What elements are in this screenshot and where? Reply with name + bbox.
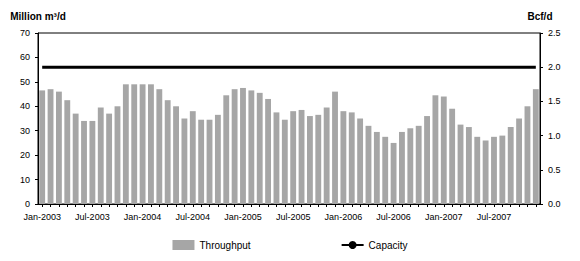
svg-text:1.0: 1.0 xyxy=(548,131,561,141)
svg-text:Jul-2003: Jul-2003 xyxy=(75,212,110,222)
svg-text:Jul-2004: Jul-2004 xyxy=(176,212,211,222)
svg-text:Capacity: Capacity xyxy=(369,240,408,251)
svg-text:30: 30 xyxy=(20,126,30,136)
svg-text:0.5: 0.5 xyxy=(548,165,561,175)
svg-text:Jul-2007: Jul-2007 xyxy=(477,212,512,222)
svg-text:2.5: 2.5 xyxy=(548,28,561,38)
svg-text:40: 40 xyxy=(20,101,30,111)
svg-text:20: 20 xyxy=(20,150,30,160)
svg-text:Jan-2006: Jan-2006 xyxy=(325,212,363,222)
svg-text:Bcf/d: Bcf/d xyxy=(528,11,553,22)
svg-text:0: 0 xyxy=(25,199,30,209)
svg-text:Jan-2007: Jan-2007 xyxy=(425,212,463,222)
svg-text:70: 70 xyxy=(20,28,30,38)
svg-text:2.0: 2.0 xyxy=(548,62,561,72)
svg-text:Jul-2005: Jul-2005 xyxy=(276,212,311,222)
svg-text:Throughput: Throughput xyxy=(199,240,250,251)
svg-text:1.5: 1.5 xyxy=(548,96,561,106)
svg-text:Jan-2004: Jan-2004 xyxy=(124,212,162,222)
svg-text:Jan-2003: Jan-2003 xyxy=(23,212,61,222)
svg-text:Jan-2005: Jan-2005 xyxy=(224,212,262,222)
svg-text:10: 10 xyxy=(20,175,30,185)
svg-text:Jul-2006: Jul-2006 xyxy=(376,212,411,222)
svg-text:60: 60 xyxy=(20,52,30,62)
svg-text:Million m³/d: Million m³/d xyxy=(10,11,66,22)
svg-text:0.0: 0.0 xyxy=(548,199,561,209)
svg-text:50: 50 xyxy=(20,77,30,87)
